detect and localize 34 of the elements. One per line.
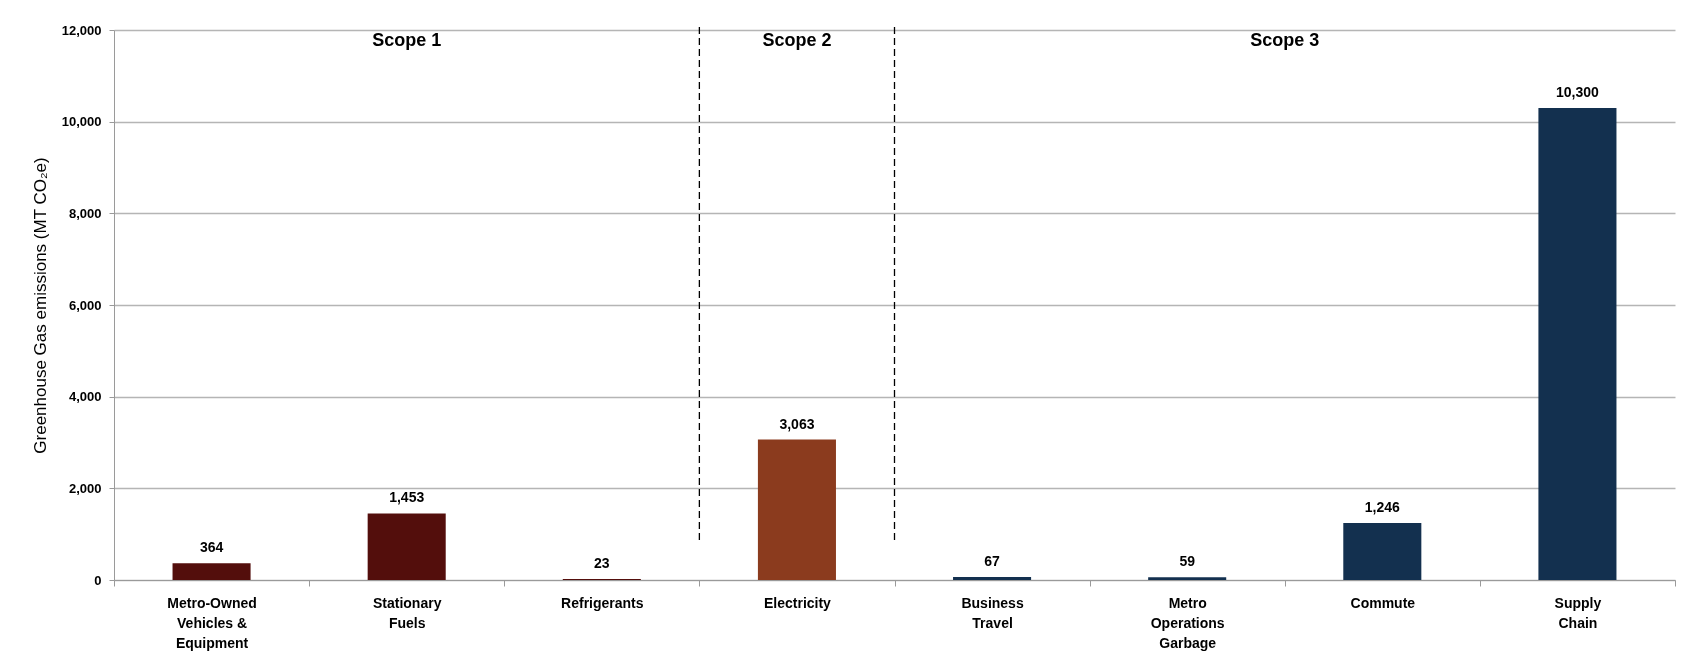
y-tick-label: 4,000 xyxy=(68,389,102,405)
x-tick-label: Business Travel xyxy=(961,594,1024,631)
data-label: 67 xyxy=(984,552,1001,569)
x-tick-label: Commute xyxy=(1350,594,1416,611)
bar xyxy=(172,563,251,580)
data-label: 1,246 xyxy=(1364,498,1401,515)
annotation: Scope 3 xyxy=(1250,30,1320,50)
data-label: 10,300 xyxy=(1556,83,1600,100)
x-tick-label: Metro-Owned Vehicles & Equipment xyxy=(167,594,257,651)
x-tick-label: Electricity xyxy=(763,594,832,611)
data-label: 23 xyxy=(594,554,610,571)
bar xyxy=(367,513,446,580)
data-label: 1,453 xyxy=(389,489,425,506)
y-axis-title: Greenhouse Gas emissions (MT CO₂e) xyxy=(30,157,50,454)
data-label: 364 xyxy=(199,539,224,556)
y-tick-label: 2,000 xyxy=(68,480,102,496)
y-tick-label: 6,000 xyxy=(68,297,102,313)
y-tick-label: 8,000 xyxy=(68,205,102,221)
bar xyxy=(1148,577,1227,580)
data-label: 59 xyxy=(1179,553,1196,570)
y-tick-label: 0 xyxy=(94,572,102,588)
data-label: 3,063 xyxy=(779,415,815,432)
annotation: Scope 2 xyxy=(762,30,832,50)
x-tick-label: Refrigerants xyxy=(561,594,644,611)
bar xyxy=(1343,522,1422,580)
y-tick-label: 12,000 xyxy=(61,22,102,38)
x-tick-label: Supply Chain xyxy=(1554,594,1602,631)
x-tick-label: Stationary Fuels xyxy=(372,594,442,631)
annotation: Scope 1 xyxy=(372,30,442,50)
y-tick-label: 10,000 xyxy=(61,114,102,130)
x-tick-label: Metro Operations Garbage xyxy=(1150,594,1225,651)
bar xyxy=(1538,107,1617,580)
bar xyxy=(757,439,836,580)
bar xyxy=(953,576,1032,580)
